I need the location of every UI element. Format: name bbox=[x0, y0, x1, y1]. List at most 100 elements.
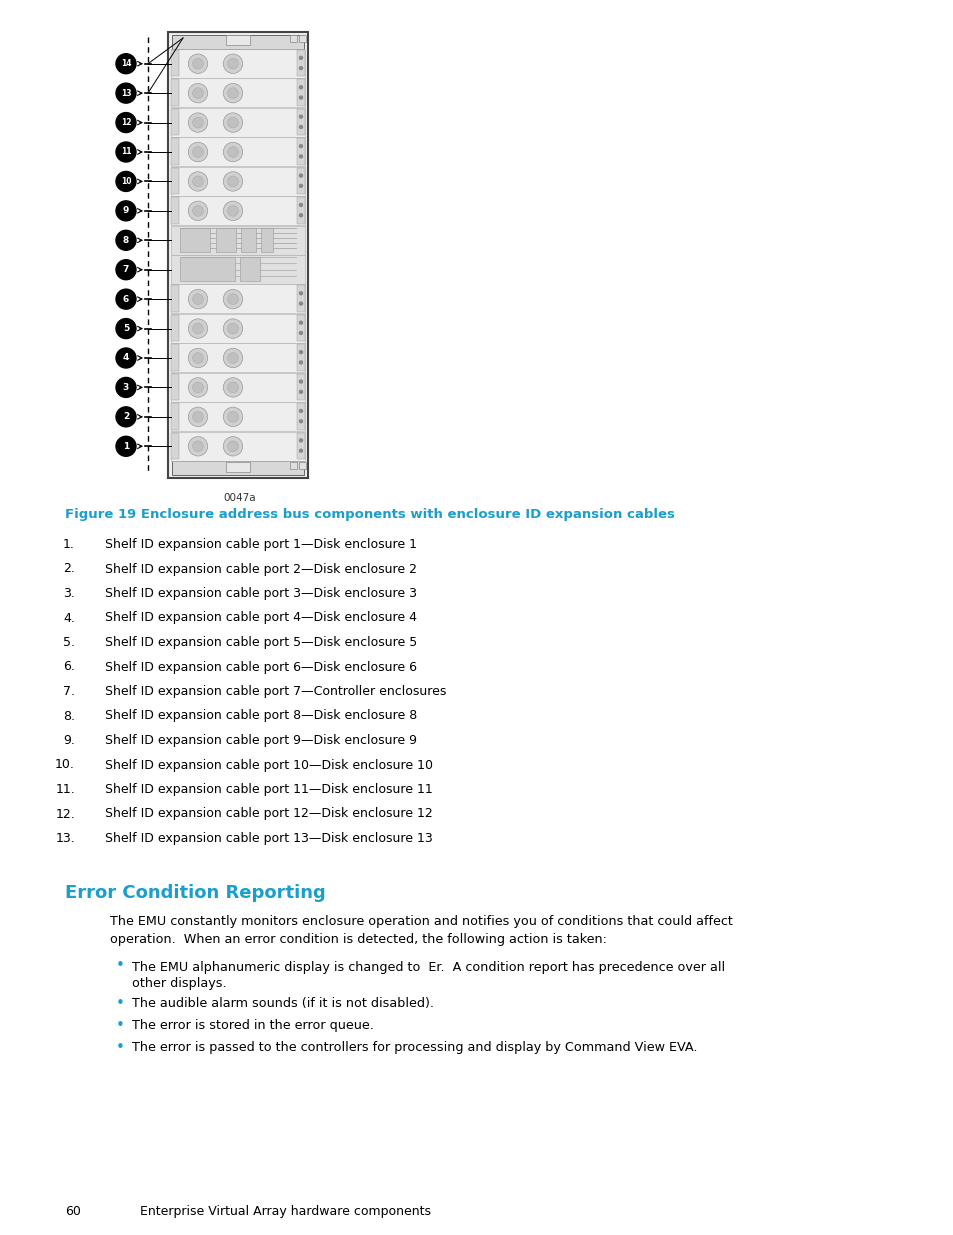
Text: 12.: 12. bbox=[55, 808, 75, 820]
Circle shape bbox=[299, 380, 302, 383]
Circle shape bbox=[193, 324, 203, 333]
Text: Shelf ID expansion cable port 7—Controller enclosures: Shelf ID expansion cable port 7—Controll… bbox=[105, 685, 446, 698]
Circle shape bbox=[228, 353, 238, 363]
Text: The EMU constantly monitors enclosure operation and notifies you of conditions t: The EMU constantly monitors enclosure op… bbox=[110, 914, 732, 927]
Bar bbox=[171, 403, 305, 431]
Circle shape bbox=[299, 115, 302, 119]
Circle shape bbox=[228, 294, 238, 305]
Circle shape bbox=[116, 53, 136, 74]
Circle shape bbox=[188, 142, 208, 162]
Text: 60: 60 bbox=[65, 1205, 81, 1218]
Circle shape bbox=[223, 378, 242, 398]
Circle shape bbox=[116, 142, 136, 162]
Bar bbox=[298, 462, 306, 469]
Bar bbox=[171, 431, 305, 461]
Text: 2.: 2. bbox=[63, 562, 75, 576]
Text: 11: 11 bbox=[121, 147, 132, 157]
Text: Shelf ID expansion cable port 8—Disk enclosure 8: Shelf ID expansion cable port 8—Disk enc… bbox=[105, 709, 416, 722]
Circle shape bbox=[116, 378, 136, 398]
Text: •: • bbox=[115, 958, 124, 973]
Circle shape bbox=[299, 331, 302, 335]
Circle shape bbox=[223, 54, 242, 73]
Bar bbox=[296, 432, 305, 459]
Text: 6: 6 bbox=[123, 295, 129, 304]
Text: 0047a: 0047a bbox=[223, 493, 256, 503]
Bar bbox=[296, 109, 305, 136]
Circle shape bbox=[188, 408, 208, 426]
Circle shape bbox=[299, 144, 302, 148]
Circle shape bbox=[116, 289, 136, 309]
Circle shape bbox=[193, 353, 203, 363]
Circle shape bbox=[299, 390, 302, 393]
Bar bbox=[171, 168, 179, 194]
Circle shape bbox=[299, 351, 302, 353]
Circle shape bbox=[223, 142, 242, 162]
Text: 3: 3 bbox=[123, 383, 129, 391]
Text: 10: 10 bbox=[121, 177, 132, 186]
Circle shape bbox=[228, 58, 238, 69]
Text: •: • bbox=[115, 1018, 124, 1032]
Circle shape bbox=[223, 289, 242, 309]
Circle shape bbox=[299, 57, 302, 59]
Bar bbox=[296, 138, 305, 164]
Bar bbox=[171, 285, 179, 312]
Bar bbox=[171, 49, 179, 77]
Bar bbox=[171, 167, 305, 195]
Circle shape bbox=[116, 172, 136, 191]
Text: Shelf ID expansion cable port 11—Disk enclosure 11: Shelf ID expansion cable port 11—Disk en… bbox=[105, 783, 433, 797]
Circle shape bbox=[116, 406, 136, 427]
Circle shape bbox=[299, 303, 302, 305]
Circle shape bbox=[188, 112, 208, 132]
Circle shape bbox=[193, 205, 203, 216]
Bar bbox=[261, 227, 273, 252]
Bar bbox=[172, 35, 304, 49]
Bar bbox=[168, 32, 308, 478]
Bar bbox=[171, 314, 305, 343]
Bar bbox=[171, 284, 305, 314]
Circle shape bbox=[116, 230, 136, 251]
Bar bbox=[226, 35, 250, 44]
Text: 11.: 11. bbox=[55, 783, 75, 797]
Circle shape bbox=[299, 154, 302, 158]
Text: 7: 7 bbox=[123, 266, 129, 274]
Text: •: • bbox=[115, 1040, 124, 1055]
Circle shape bbox=[228, 88, 238, 99]
Bar bbox=[296, 403, 305, 430]
Text: 9.: 9. bbox=[63, 734, 75, 747]
Circle shape bbox=[228, 205, 238, 216]
Circle shape bbox=[223, 201, 242, 221]
Circle shape bbox=[223, 408, 242, 426]
Bar bbox=[296, 79, 305, 106]
Text: 4.: 4. bbox=[63, 611, 75, 625]
Text: Shelf ID expansion cable port 4—Disk enclosure 4: Shelf ID expansion cable port 4—Disk enc… bbox=[105, 611, 416, 625]
Bar bbox=[296, 198, 305, 224]
Text: The error is passed to the controllers for processing and display by Command Vie: The error is passed to the controllers f… bbox=[132, 1041, 697, 1055]
Circle shape bbox=[299, 96, 302, 99]
Bar bbox=[296, 345, 305, 370]
Text: 1: 1 bbox=[123, 442, 129, 451]
Circle shape bbox=[188, 54, 208, 73]
Bar bbox=[171, 254, 305, 284]
Circle shape bbox=[299, 438, 302, 442]
Circle shape bbox=[223, 172, 242, 191]
Text: 14: 14 bbox=[121, 59, 132, 68]
Circle shape bbox=[228, 147, 238, 157]
Bar bbox=[171, 345, 179, 370]
Bar bbox=[171, 315, 179, 341]
Text: 8: 8 bbox=[123, 236, 129, 245]
Text: 5: 5 bbox=[123, 324, 129, 333]
Circle shape bbox=[223, 112, 242, 132]
Circle shape bbox=[116, 319, 136, 338]
Text: Shelf ID expansion cable port 10—Disk enclosure 10: Shelf ID expansion cable port 10—Disk en… bbox=[105, 758, 433, 772]
Bar bbox=[171, 373, 305, 401]
Bar bbox=[290, 35, 296, 42]
Circle shape bbox=[223, 348, 242, 368]
Bar bbox=[296, 49, 305, 77]
Circle shape bbox=[228, 324, 238, 333]
Bar bbox=[171, 226, 305, 254]
Circle shape bbox=[193, 147, 203, 157]
Circle shape bbox=[299, 291, 302, 295]
Circle shape bbox=[193, 177, 203, 186]
Text: •: • bbox=[115, 995, 124, 1010]
Text: The error is stored in the error queue.: The error is stored in the error queue. bbox=[132, 1020, 374, 1032]
